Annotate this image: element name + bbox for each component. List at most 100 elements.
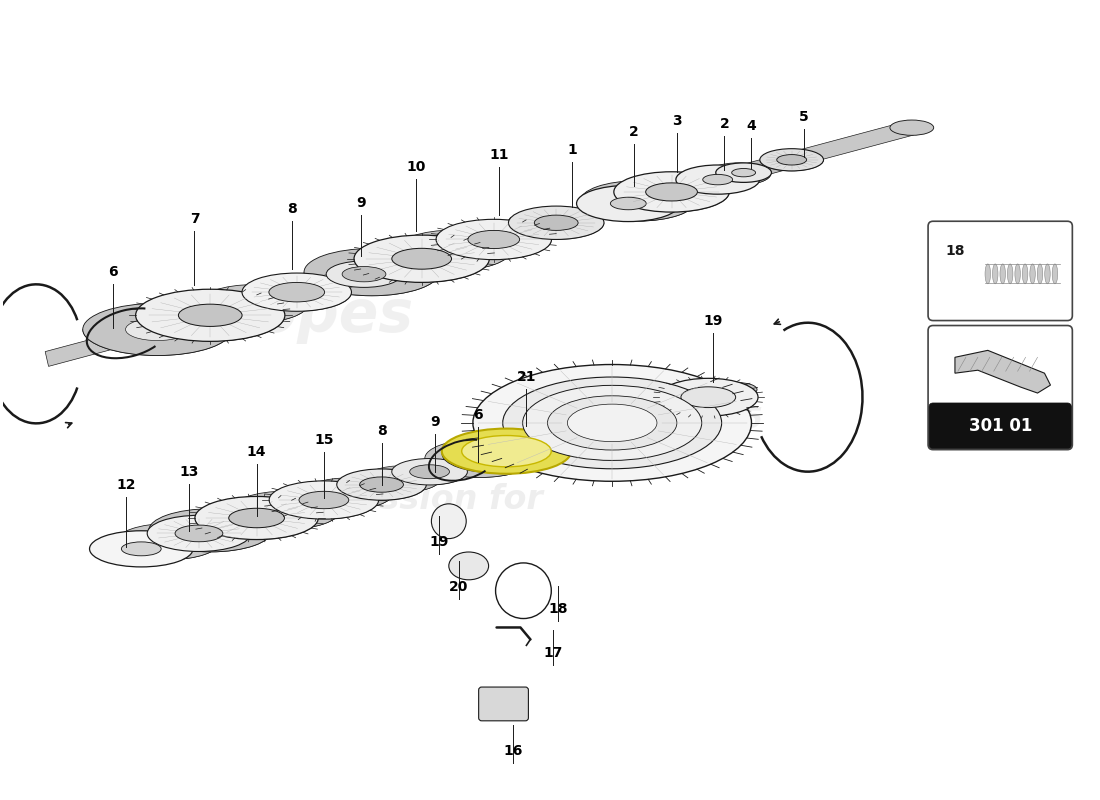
Ellipse shape [327,261,402,287]
Ellipse shape [454,450,505,467]
Ellipse shape [1045,264,1050,284]
Ellipse shape [125,318,189,341]
Ellipse shape [392,248,451,269]
Polygon shape [304,258,490,296]
Ellipse shape [473,365,751,482]
Text: 5: 5 [800,110,808,124]
Polygon shape [425,454,551,478]
Ellipse shape [396,230,512,270]
Ellipse shape [548,396,676,450]
Text: 12: 12 [117,478,136,492]
Ellipse shape [360,477,404,492]
Text: 21: 21 [517,370,536,384]
Ellipse shape [472,445,521,462]
Ellipse shape [135,290,285,342]
Ellipse shape [482,230,526,245]
Ellipse shape [199,285,308,323]
Text: since 1985: since 1985 [595,406,763,434]
FancyBboxPatch shape [928,326,1072,450]
Ellipse shape [242,273,352,311]
Ellipse shape [462,435,551,467]
Text: 13: 13 [179,465,199,479]
Ellipse shape [144,534,192,550]
Text: 1: 1 [568,143,578,157]
Polygon shape [231,500,378,530]
Ellipse shape [175,525,223,542]
Polygon shape [199,292,352,323]
Text: 7: 7 [189,211,199,226]
Ellipse shape [442,429,571,474]
Ellipse shape [148,509,272,552]
Ellipse shape [568,404,657,442]
Polygon shape [304,485,427,510]
Polygon shape [117,534,251,560]
FancyBboxPatch shape [928,222,1072,321]
Ellipse shape [717,382,757,397]
Text: 14: 14 [246,446,266,459]
Ellipse shape [508,206,604,239]
Ellipse shape [535,215,579,230]
Ellipse shape [436,219,551,260]
Text: 8: 8 [287,202,297,216]
Text: 2: 2 [719,117,729,130]
Ellipse shape [1053,264,1058,284]
Polygon shape [955,350,1050,393]
Polygon shape [299,274,402,294]
Ellipse shape [1022,264,1027,284]
Text: 6: 6 [108,265,118,278]
Text: 301 01: 301 01 [968,417,1032,435]
Ellipse shape [299,491,349,509]
Ellipse shape [425,439,535,478]
Text: europes: europes [148,287,415,344]
Ellipse shape [342,262,402,282]
Ellipse shape [724,169,754,179]
Text: 6: 6 [473,409,483,422]
Ellipse shape [716,163,771,182]
Ellipse shape [183,521,239,540]
Text: 2: 2 [629,126,639,139]
Ellipse shape [1030,264,1035,284]
Ellipse shape [675,165,759,194]
Text: 19: 19 [704,314,723,328]
Ellipse shape [117,523,220,560]
FancyBboxPatch shape [930,403,1071,449]
Ellipse shape [1015,264,1021,284]
Ellipse shape [270,481,378,519]
Ellipse shape [226,294,282,314]
Polygon shape [455,222,604,254]
Ellipse shape [659,378,758,416]
Ellipse shape [268,282,324,302]
Text: 9: 9 [430,415,439,429]
Text: 10: 10 [407,160,426,174]
Ellipse shape [383,472,422,486]
Ellipse shape [449,552,488,580]
Polygon shape [82,315,285,355]
Ellipse shape [316,274,359,289]
Ellipse shape [455,220,551,254]
Ellipse shape [178,304,242,326]
Ellipse shape [337,469,427,500]
Ellipse shape [121,542,162,556]
Text: 15: 15 [315,434,333,447]
Ellipse shape [646,183,697,201]
Text: 18: 18 [945,244,965,258]
Ellipse shape [409,465,450,478]
Ellipse shape [365,466,440,492]
Ellipse shape [576,186,680,222]
Ellipse shape [428,242,480,259]
Text: 8: 8 [376,424,386,438]
Text: a passion for: a passion for [299,483,542,516]
Ellipse shape [612,192,663,210]
Ellipse shape [442,434,551,473]
Text: 3: 3 [672,114,682,128]
Text: 4: 4 [747,119,757,134]
Ellipse shape [229,508,285,528]
Ellipse shape [89,530,192,567]
Ellipse shape [354,235,490,282]
Circle shape [496,563,551,618]
Ellipse shape [522,386,702,461]
Ellipse shape [82,303,232,355]
Ellipse shape [231,491,340,530]
Ellipse shape [468,230,519,249]
Ellipse shape [703,174,733,185]
